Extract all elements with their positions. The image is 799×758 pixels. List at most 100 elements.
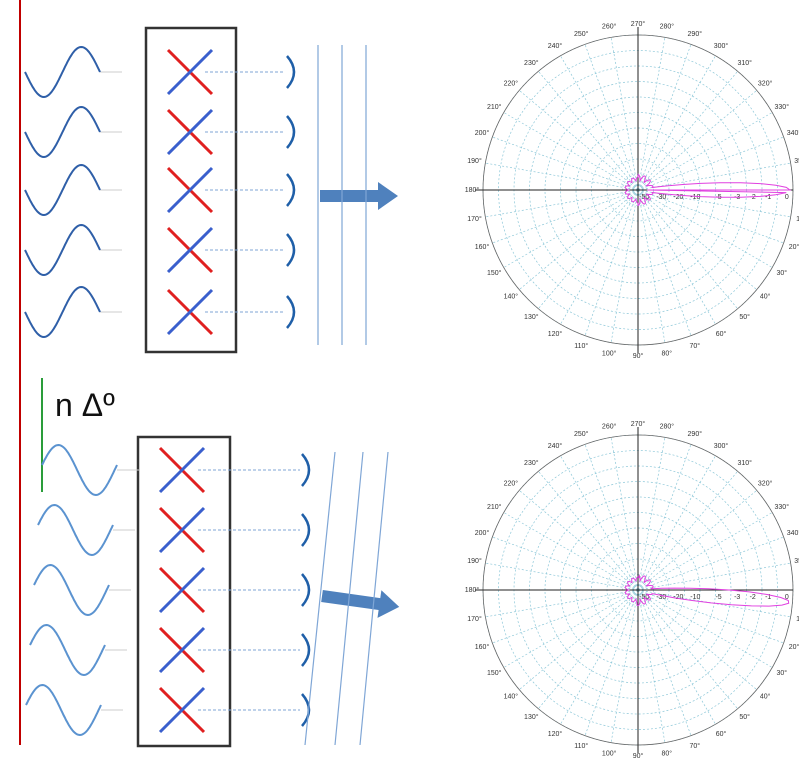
polar-spoke [638,37,665,190]
angle-label: 330° [775,103,790,111]
angle-label: 340° [787,529,799,537]
angle-label: 170° [467,615,482,623]
angle-label: 250° [574,30,589,38]
wavefront-arc [302,574,309,606]
polar-spoke [638,537,784,590]
angle-label: 350° [794,157,799,165]
angle-label: 110° [574,342,588,350]
angle-label: 280° [660,23,675,31]
polar-spoke [611,437,638,590]
angle-label: 240° [548,42,563,50]
arrow [320,582,401,621]
sine-wave [25,287,100,337]
polar-spoke [638,190,691,336]
wavefront-arc [287,56,294,88]
angle-label: 130° [524,313,539,321]
polar-spoke [585,590,638,736]
angle-label: 130° [524,713,539,721]
angle-label: 240° [548,442,563,450]
angle-label: 330° [775,503,790,511]
wavefront-arc [287,174,294,206]
angle-label: 20° [789,643,799,651]
angle-label: 230° [524,59,539,67]
polar-spoke [585,190,638,336]
angle-label: 50° [739,713,750,721]
angle-label: 350° [794,557,799,565]
angle-label: 210° [487,503,502,511]
angle-label: 40° [760,293,771,301]
angle-label: 20° [789,243,799,251]
polar-spoke [638,163,791,190]
angle-label: 120° [548,730,563,738]
angle-label: 270° [631,20,646,28]
polar-spoke [638,190,665,343]
angle-label: 280° [660,423,675,431]
angle-label: 290° [688,430,703,438]
sine-wave [38,505,113,555]
angle-label: 340° [787,129,799,137]
angle-label: 270° [631,420,646,428]
wavefront-arc [302,454,309,486]
angle-label: 150° [487,269,502,277]
arrow [320,182,398,210]
angle-label: 230° [524,459,539,467]
radial-label: -10 [690,194,700,201]
polar-spoke [638,563,791,590]
angle-label: 290° [688,30,703,38]
diagram: n Δº 0°10°20°30°40°50°60°70°80°90°100°11… [0,0,799,758]
beam-pattern [625,576,788,606]
wavefront-arc [302,514,309,546]
angle-label: 30° [776,669,787,677]
sine-wave [26,685,101,735]
angle-label: 260° [602,423,617,431]
polar-spoke [638,137,784,190]
angle-label: 200° [475,529,490,537]
sine-wave [25,107,100,157]
polar-spoke [485,590,638,617]
angle-label: 210° [487,103,502,111]
polar-spoke [611,190,638,343]
radial-label: -30 [656,194,666,201]
angle-label: 70° [689,342,700,350]
angle-label: 160° [475,243,490,251]
sine-wave [42,445,117,495]
angle-label: 300° [714,42,729,50]
angle-label: 170° [467,215,482,223]
polar-spoke [638,437,665,590]
angle-label: 160° [475,643,490,651]
sine-wave [34,565,109,615]
angle-label: 100° [602,349,617,357]
angle-label: 120° [548,330,563,338]
radial-label: -2 [750,194,756,201]
polar-spoke [638,590,665,743]
angle-label: 310° [737,59,752,67]
angle-label: 110° [574,742,588,750]
wavefront-arc [287,116,294,148]
radial-label: -3 [734,594,740,601]
angle-label: 60° [716,730,727,738]
radial-label: -5 [715,594,721,601]
sine-wave [25,47,100,97]
angle-label: 150° [487,669,502,677]
angle-label: 310° [737,459,752,467]
polar-spoke [611,37,638,190]
angle-label: 100° [602,749,617,757]
polar-spoke [485,563,638,590]
angle-label: 220° [504,479,519,487]
angle-label: 80° [662,749,673,757]
wavefront-arc [287,234,294,266]
polar-spoke [485,190,638,217]
wavefront-arc [287,296,294,328]
angle-label: 140° [504,693,519,701]
wavefront-arc [302,634,309,666]
angle-label: 30° [776,269,787,277]
angle-label: 220° [504,79,519,87]
angle-label: 190° [467,157,482,165]
angle-label: 140° [504,293,519,301]
polar-spoke [485,163,638,190]
sine-wave [30,625,105,675]
angle-label: 320° [758,79,773,87]
radial-label: 0 [785,194,789,201]
angle-label: 250° [574,430,589,438]
sine-wave [25,225,100,275]
